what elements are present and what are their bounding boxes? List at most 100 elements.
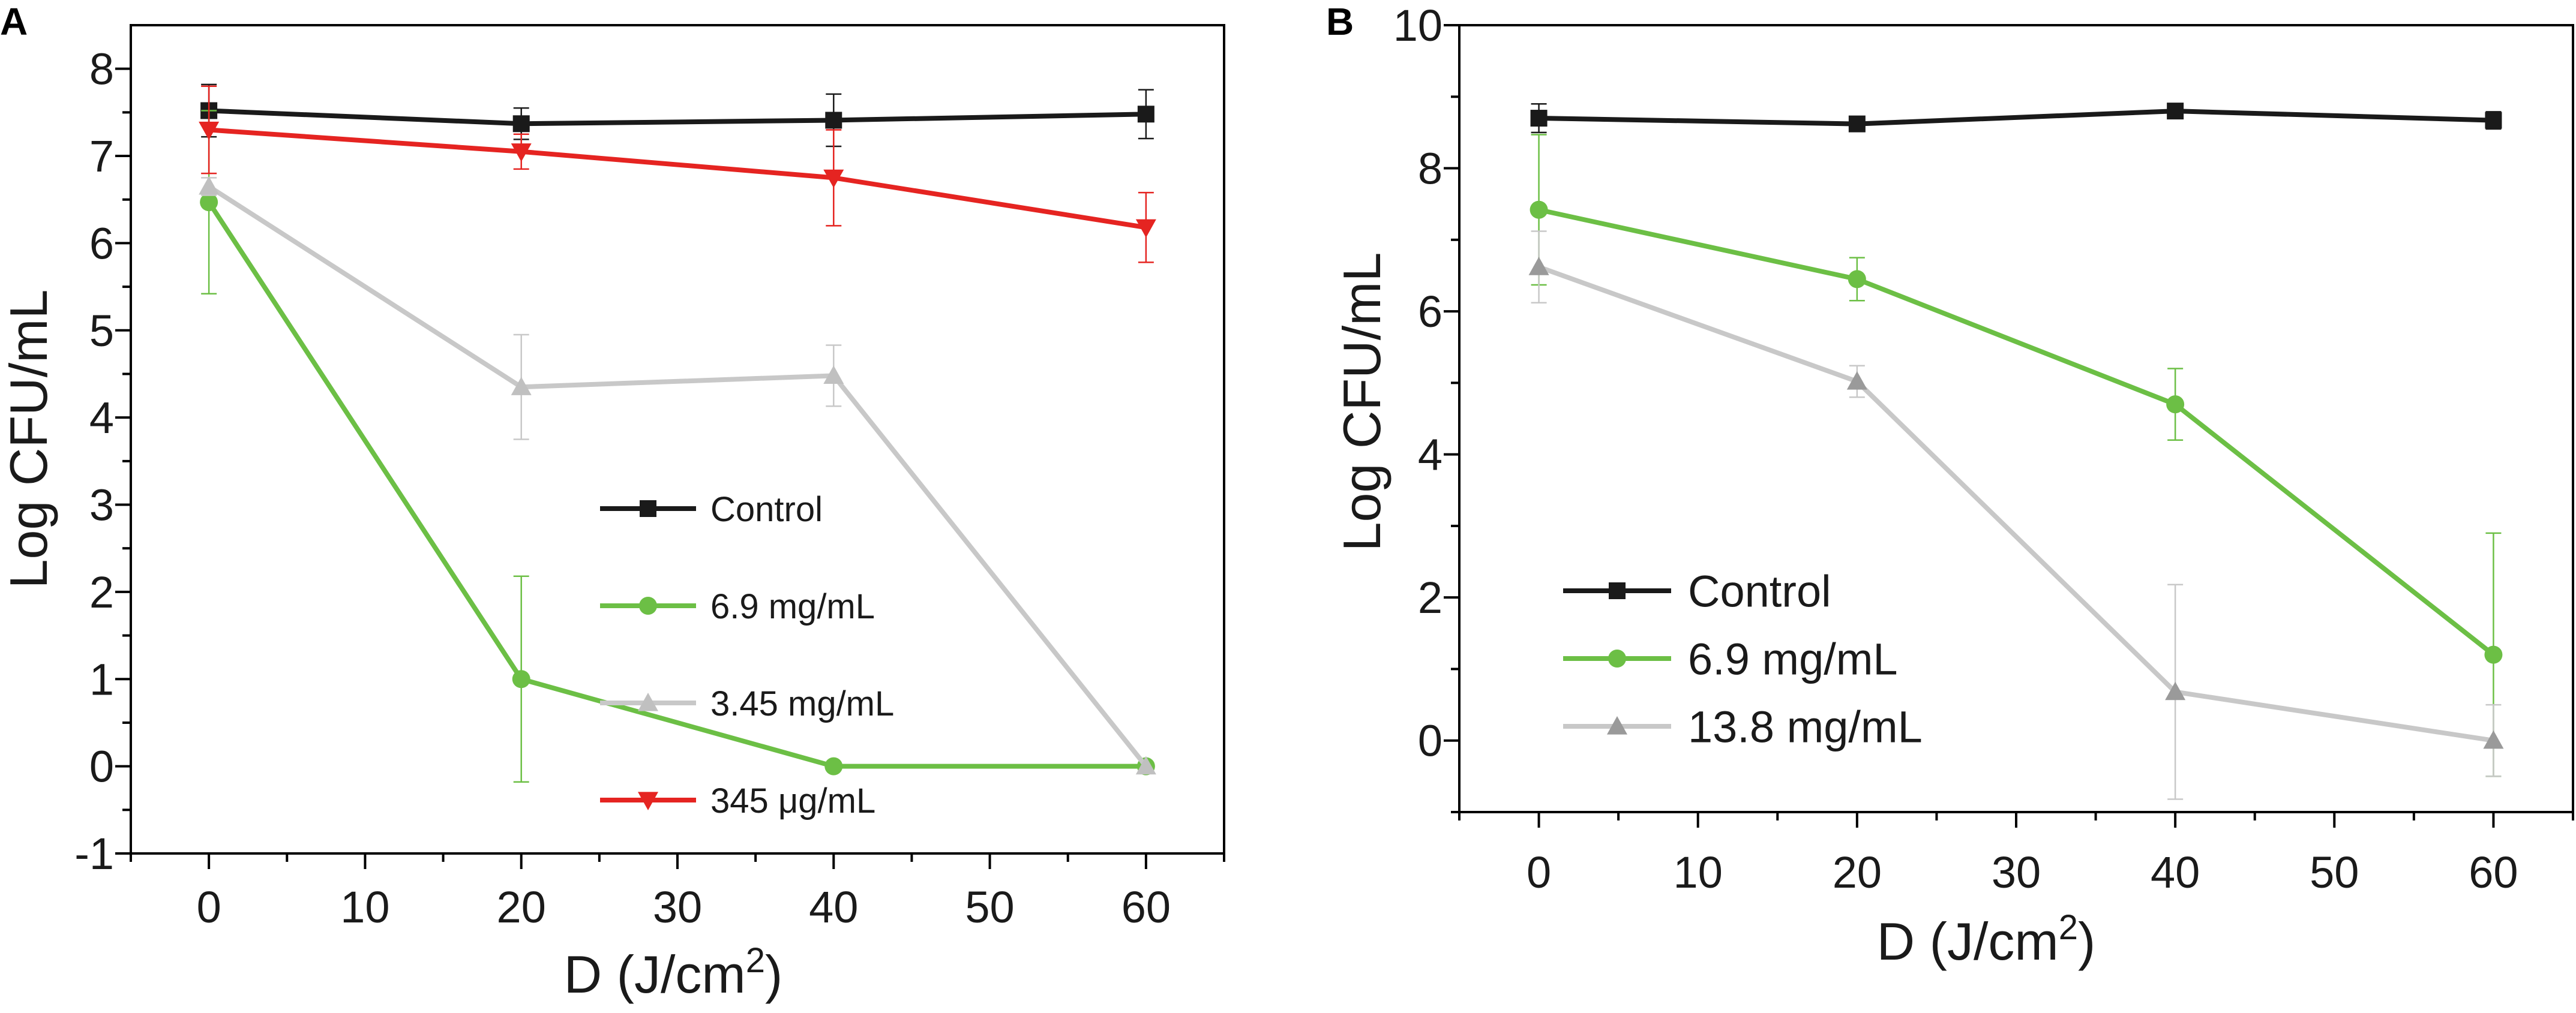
panel-b-x-tick-label: 30 bbox=[1992, 847, 2041, 897]
panel-b-legend-entry: 13.8 mg/mL bbox=[1563, 702, 1923, 752]
panel-a-y-tick-label: 5 bbox=[89, 306, 114, 356]
panel-a-plot-frame bbox=[130, 24, 1225, 855]
panel-a-legend-entry: 3.45 mg/mL bbox=[600, 684, 894, 723]
panel-a-x-tick-label: 30 bbox=[653, 882, 702, 932]
panel-b-data-point bbox=[2166, 395, 2185, 414]
panel-a-legend-label: 6.9 mg/mL bbox=[710, 587, 875, 626]
panel-a-data-point bbox=[511, 377, 532, 395]
panel-a-data-point bbox=[199, 176, 220, 195]
panel-a-x-tick-label: 20 bbox=[497, 882, 546, 932]
panel-a-data-point bbox=[823, 365, 844, 384]
panel-a-legend-label: 3.45 mg/mL bbox=[710, 684, 894, 723]
panel-a-data-point bbox=[511, 143, 532, 162]
panel-b-legend-label: Control bbox=[1688, 567, 1831, 617]
panel-a-legend-entry: Control bbox=[600, 490, 823, 529]
panel-b-data-point bbox=[1848, 115, 1866, 133]
panel-a-x-axis-title: D (J/cm2) bbox=[564, 941, 783, 1004]
panel-a-legend-label: 345 μg/mL bbox=[710, 781, 875, 820]
panel-b-y-tick-label: 6 bbox=[1418, 287, 1443, 336]
panel-b-x-axis-title-main: D (J/cm bbox=[1877, 912, 2059, 971]
panel-b-plot-frame bbox=[1458, 24, 2574, 813]
panel-a-series-1 bbox=[200, 110, 1155, 783]
panel-a-x-tick-label: 50 bbox=[965, 882, 1014, 932]
panel-a-x-tick-label: 60 bbox=[1121, 882, 1171, 932]
panel-a-y-tick-label: 3 bbox=[89, 480, 114, 530]
panel-a-legend-entry: 6.9 mg/mL bbox=[600, 587, 875, 626]
panel-b-series-line bbox=[1539, 109, 2494, 127]
panel-a-y-axis-title: Log CFU/mL bbox=[0, 290, 58, 589]
panel-b-series-1 bbox=[1530, 134, 2503, 777]
panel-b-y-tick-label: 10 bbox=[1393, 1, 1443, 50]
panel-b-legend-label: 6.9 mg/mL bbox=[1688, 635, 1898, 684]
panel-b-data-point bbox=[2165, 681, 2186, 701]
panel-b-data-point bbox=[1848, 270, 1866, 288]
panel-b-x-tick-label: 10 bbox=[1674, 847, 1723, 897]
panel-a-legend-marker bbox=[638, 693, 658, 711]
panel-b-ticks: 0 10 20 30 40 50 60 0 2 4 6 8 10 bbox=[1393, 1, 2574, 897]
panel-a-x-tick-label: 0 bbox=[197, 882, 221, 932]
panel-b-data-point bbox=[2167, 103, 2184, 120]
panel-b-series-2 bbox=[1528, 230, 2504, 800]
panel-a-series-2 bbox=[199, 176, 1156, 775]
panel-b-x-axis-title-close: ) bbox=[2078, 912, 2095, 971]
panel-a-data-point bbox=[1135, 756, 1156, 775]
panel-a-data-point bbox=[823, 169, 844, 188]
panel-a-data-point bbox=[512, 670, 530, 689]
panel-b-y-tick-label: 0 bbox=[1418, 716, 1443, 766]
panel-b-legend-marker bbox=[1609, 582, 1626, 599]
panel-b-data-point bbox=[1530, 200, 1548, 219]
panel-a-series-line bbox=[208, 108, 1146, 127]
panel-a-x-tick-label: 10 bbox=[340, 882, 389, 932]
panel-a-ticks: 0 10 20 30 40 50 60 -1 0 1 2 3 4 5 6 7 8 bbox=[74, 44, 1225, 932]
panel-b-y-axis-title: Log CFU/mL bbox=[1332, 253, 1392, 552]
panel-a-series-line bbox=[206, 200, 1146, 769]
panel-a-series-line bbox=[207, 184, 1148, 768]
panel-b-series-line bbox=[1538, 207, 2495, 657]
panel-b-data-point bbox=[1846, 371, 1867, 390]
panel-b-legend-marker bbox=[1608, 650, 1626, 668]
panel-b-legend-marker bbox=[1607, 716, 1627, 735]
panel-b-data-point bbox=[1530, 110, 1548, 127]
panel-b-x-axis-title-sup: 2 bbox=[2059, 908, 2078, 947]
panel-a-legend-marker bbox=[638, 792, 658, 810]
panel-a-legend: Control 6.9 mg/mL 3.45 mg/mL 345 μg/mL bbox=[600, 490, 894, 820]
panel-a-legend-label: Control bbox=[710, 490, 823, 529]
panel-b-data-point bbox=[1528, 257, 1549, 275]
panel-a-x-tick-label: 40 bbox=[809, 882, 858, 932]
panel-a-legend-marker bbox=[639, 597, 657, 615]
panel-a-data-point bbox=[199, 121, 220, 140]
panel-b-y-tick-label: 4 bbox=[1418, 430, 1443, 480]
panel-a-data-point bbox=[825, 112, 842, 129]
panel-b-x-tick-label: 40 bbox=[2151, 847, 2200, 897]
panel-b-data-point bbox=[2485, 112, 2502, 129]
panel-b-x-tick-label: 20 bbox=[1833, 847, 1882, 897]
panel-b-x-axis-title: D (J/cm2) bbox=[1877, 908, 2096, 971]
panel-b-x-tick-label: 50 bbox=[2310, 847, 2359, 897]
panel-b-legend-label: 13.8 mg/mL bbox=[1688, 702, 1923, 752]
panel-b-legend-entry: Control bbox=[1563, 567, 1831, 617]
panel-a-x-axis-title-close: ) bbox=[765, 945, 782, 1004]
panel-b-data-point bbox=[2483, 730, 2504, 749]
panel-a-y-tick-label: 8 bbox=[89, 44, 114, 94]
panel-a-y-tick-label: 2 bbox=[89, 567, 114, 617]
panel-a-legend-marker bbox=[640, 500, 656, 517]
panel-b-y-tick-label: 8 bbox=[1418, 144, 1443, 194]
panel-b-plot bbox=[1528, 103, 2504, 800]
panel-a-y-tick-label: 0 bbox=[89, 742, 114, 792]
panel-a-y-tick-label: 7 bbox=[89, 131, 114, 181]
panel-a-x-axis-title-main: D (J/cm bbox=[564, 945, 746, 1004]
panel-b-data-point bbox=[2484, 645, 2503, 664]
panel-a-data-point bbox=[824, 757, 843, 775]
panel-b-x-tick-label: 0 bbox=[1527, 847, 1551, 897]
panel-a-data-point bbox=[200, 193, 218, 212]
panel-a-label: A bbox=[0, 0, 28, 43]
panel-a-legend-entry: 345 μg/mL bbox=[600, 781, 875, 820]
panel-a-data-point bbox=[1137, 106, 1154, 123]
panel-a-y-tick-label: 1 bbox=[89, 654, 114, 704]
panel-b-label: B bbox=[1326, 0, 1354, 43]
panel-a-y-tick-label: 4 bbox=[89, 393, 114, 443]
panel-b-series-0 bbox=[1530, 103, 2502, 134]
